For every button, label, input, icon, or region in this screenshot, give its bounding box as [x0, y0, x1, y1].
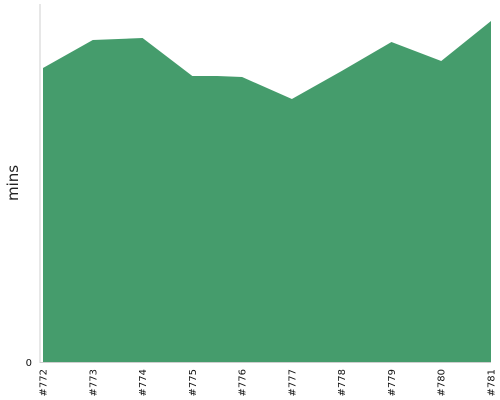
plot-area	[43, 21, 491, 362]
x-tick-label: #775	[188, 369, 199, 396]
x-tick-label: #773	[88, 369, 99, 396]
x-tick-label: #777	[287, 369, 298, 396]
x-tick-label: #776	[238, 369, 249, 396]
y-axis-label: mins	[4, 165, 22, 201]
x-tick-label: #781	[487, 369, 498, 396]
x-tick-label: #772	[39, 369, 50, 396]
x-tick-labels: #772 #773 #774 #775 #776 #777 #778 #779 #780 #781	[39, 369, 498, 396]
y-tick-label: 0	[26, 358, 32, 369]
x-tick-label: #774	[138, 369, 149, 396]
x-tick-label: #778	[337, 369, 348, 396]
y-tick-labels: 0	[26, 358, 32, 369]
x-tick-label: #779	[387, 369, 398, 396]
x-tick-label: #780	[437, 369, 448, 396]
area-series	[43, 21, 491, 362]
